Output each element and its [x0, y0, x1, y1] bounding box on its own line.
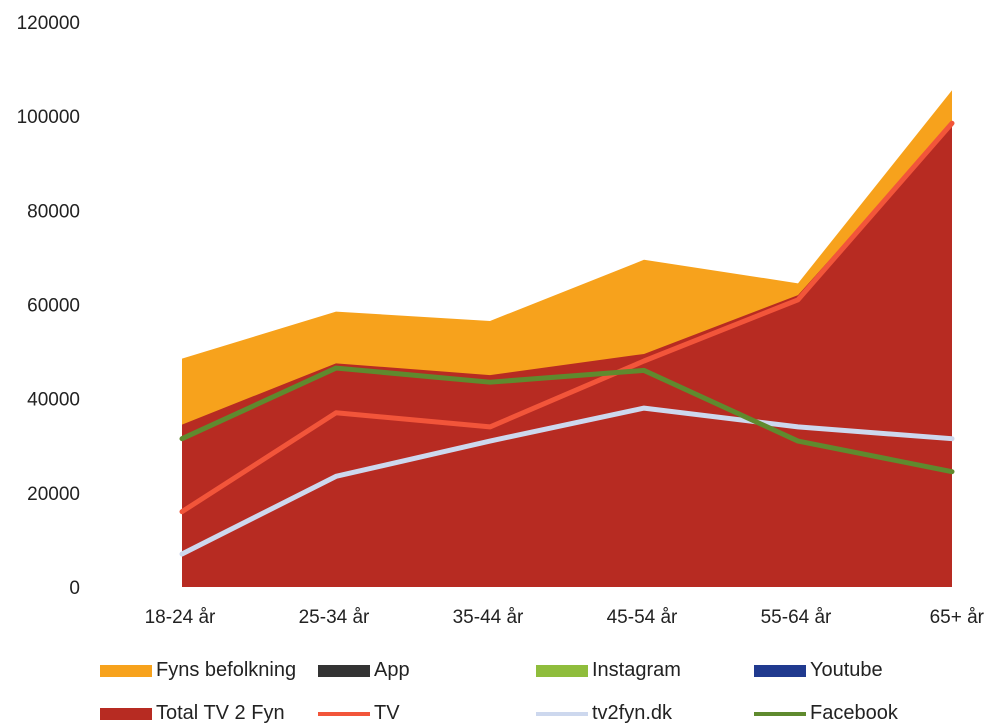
area-layer	[182, 90, 952, 588]
legend-label: Facebook	[810, 702, 898, 724]
line-layer	[179, 120, 955, 557]
y-tick-label: 60000	[27, 296, 80, 317]
line-tv	[179, 120, 955, 515]
x-tick-label: 55-64 år	[761, 607, 832, 628]
y-tick-label: 100000	[17, 107, 80, 128]
legend-item-fyns-befolkning: Fyns befolkning	[100, 659, 296, 682]
legend-label: tv2fyn.dk	[592, 702, 673, 724]
legend-item-tv2fyn-dk: tv2fyn.dk	[536, 702, 672, 725]
y-axis-ticks: 0 20000 40000 60000 80000 100000 120000	[17, 13, 80, 599]
x-tick-label: 18-24 år	[145, 607, 216, 628]
legend-swatch-youtube	[754, 664, 806, 677]
y-tick-label: 20000	[27, 484, 80, 505]
legend-label: Youtube	[810, 659, 883, 681]
legend-swatch-tv	[318, 711, 370, 716]
y-tick-label: 120000	[17, 13, 80, 34]
x-tick-label: 65+ år	[930, 607, 985, 628]
line-facebook	[179, 365, 955, 475]
legend-swatch-total-tv2-fyn	[100, 707, 152, 720]
legend-label: Instagram	[592, 659, 681, 681]
area-chart: 0 20000 40000 60000 80000 100000 120000 18-24 …	[17, 13, 985, 628]
y-tick-label: 0	[69, 578, 80, 599]
line-tv2fyn-dk	[179, 405, 955, 557]
legend-label: Fyns befolkning	[156, 659, 297, 681]
legend-item-instagram: Instagram	[536, 659, 681, 682]
legend-swatch-instagram	[536, 664, 588, 677]
legend-label: TV	[374, 702, 400, 724]
x-tick-label: 45-54 år	[607, 607, 678, 628]
legend-item-app: App	[318, 659, 410, 682]
y-tick-label: 80000	[27, 201, 80, 222]
legend-swatch-fyns-befolkning	[100, 664, 152, 677]
legend-label: Total TV 2 Fyn	[156, 702, 285, 724]
legend-label: App	[374, 659, 410, 681]
y-tick-label: 40000	[27, 390, 80, 411]
x-tick-label: 35-44 år	[453, 607, 524, 628]
legend-swatch-app	[318, 664, 370, 677]
x-axis-ticks: 18-24 år 25-34 år 35-44 år 45-54 år 55-64 år…	[145, 607, 985, 628]
legend-item-youtube: Youtube	[754, 659, 883, 682]
legend-swatch-tv2fyn-dk	[536, 711, 588, 716]
legend-item-total-tv2-fyn: Total TV 2 Fyn	[100, 702, 285, 725]
legend-item-facebook: Facebook	[754, 702, 898, 725]
area-total-tv-2-fyn	[182, 123, 952, 588]
x-tick-label: 25-34 år	[299, 607, 370, 628]
legend-swatch-facebook	[754, 711, 806, 716]
legend-item-tv: TV	[318, 702, 400, 725]
